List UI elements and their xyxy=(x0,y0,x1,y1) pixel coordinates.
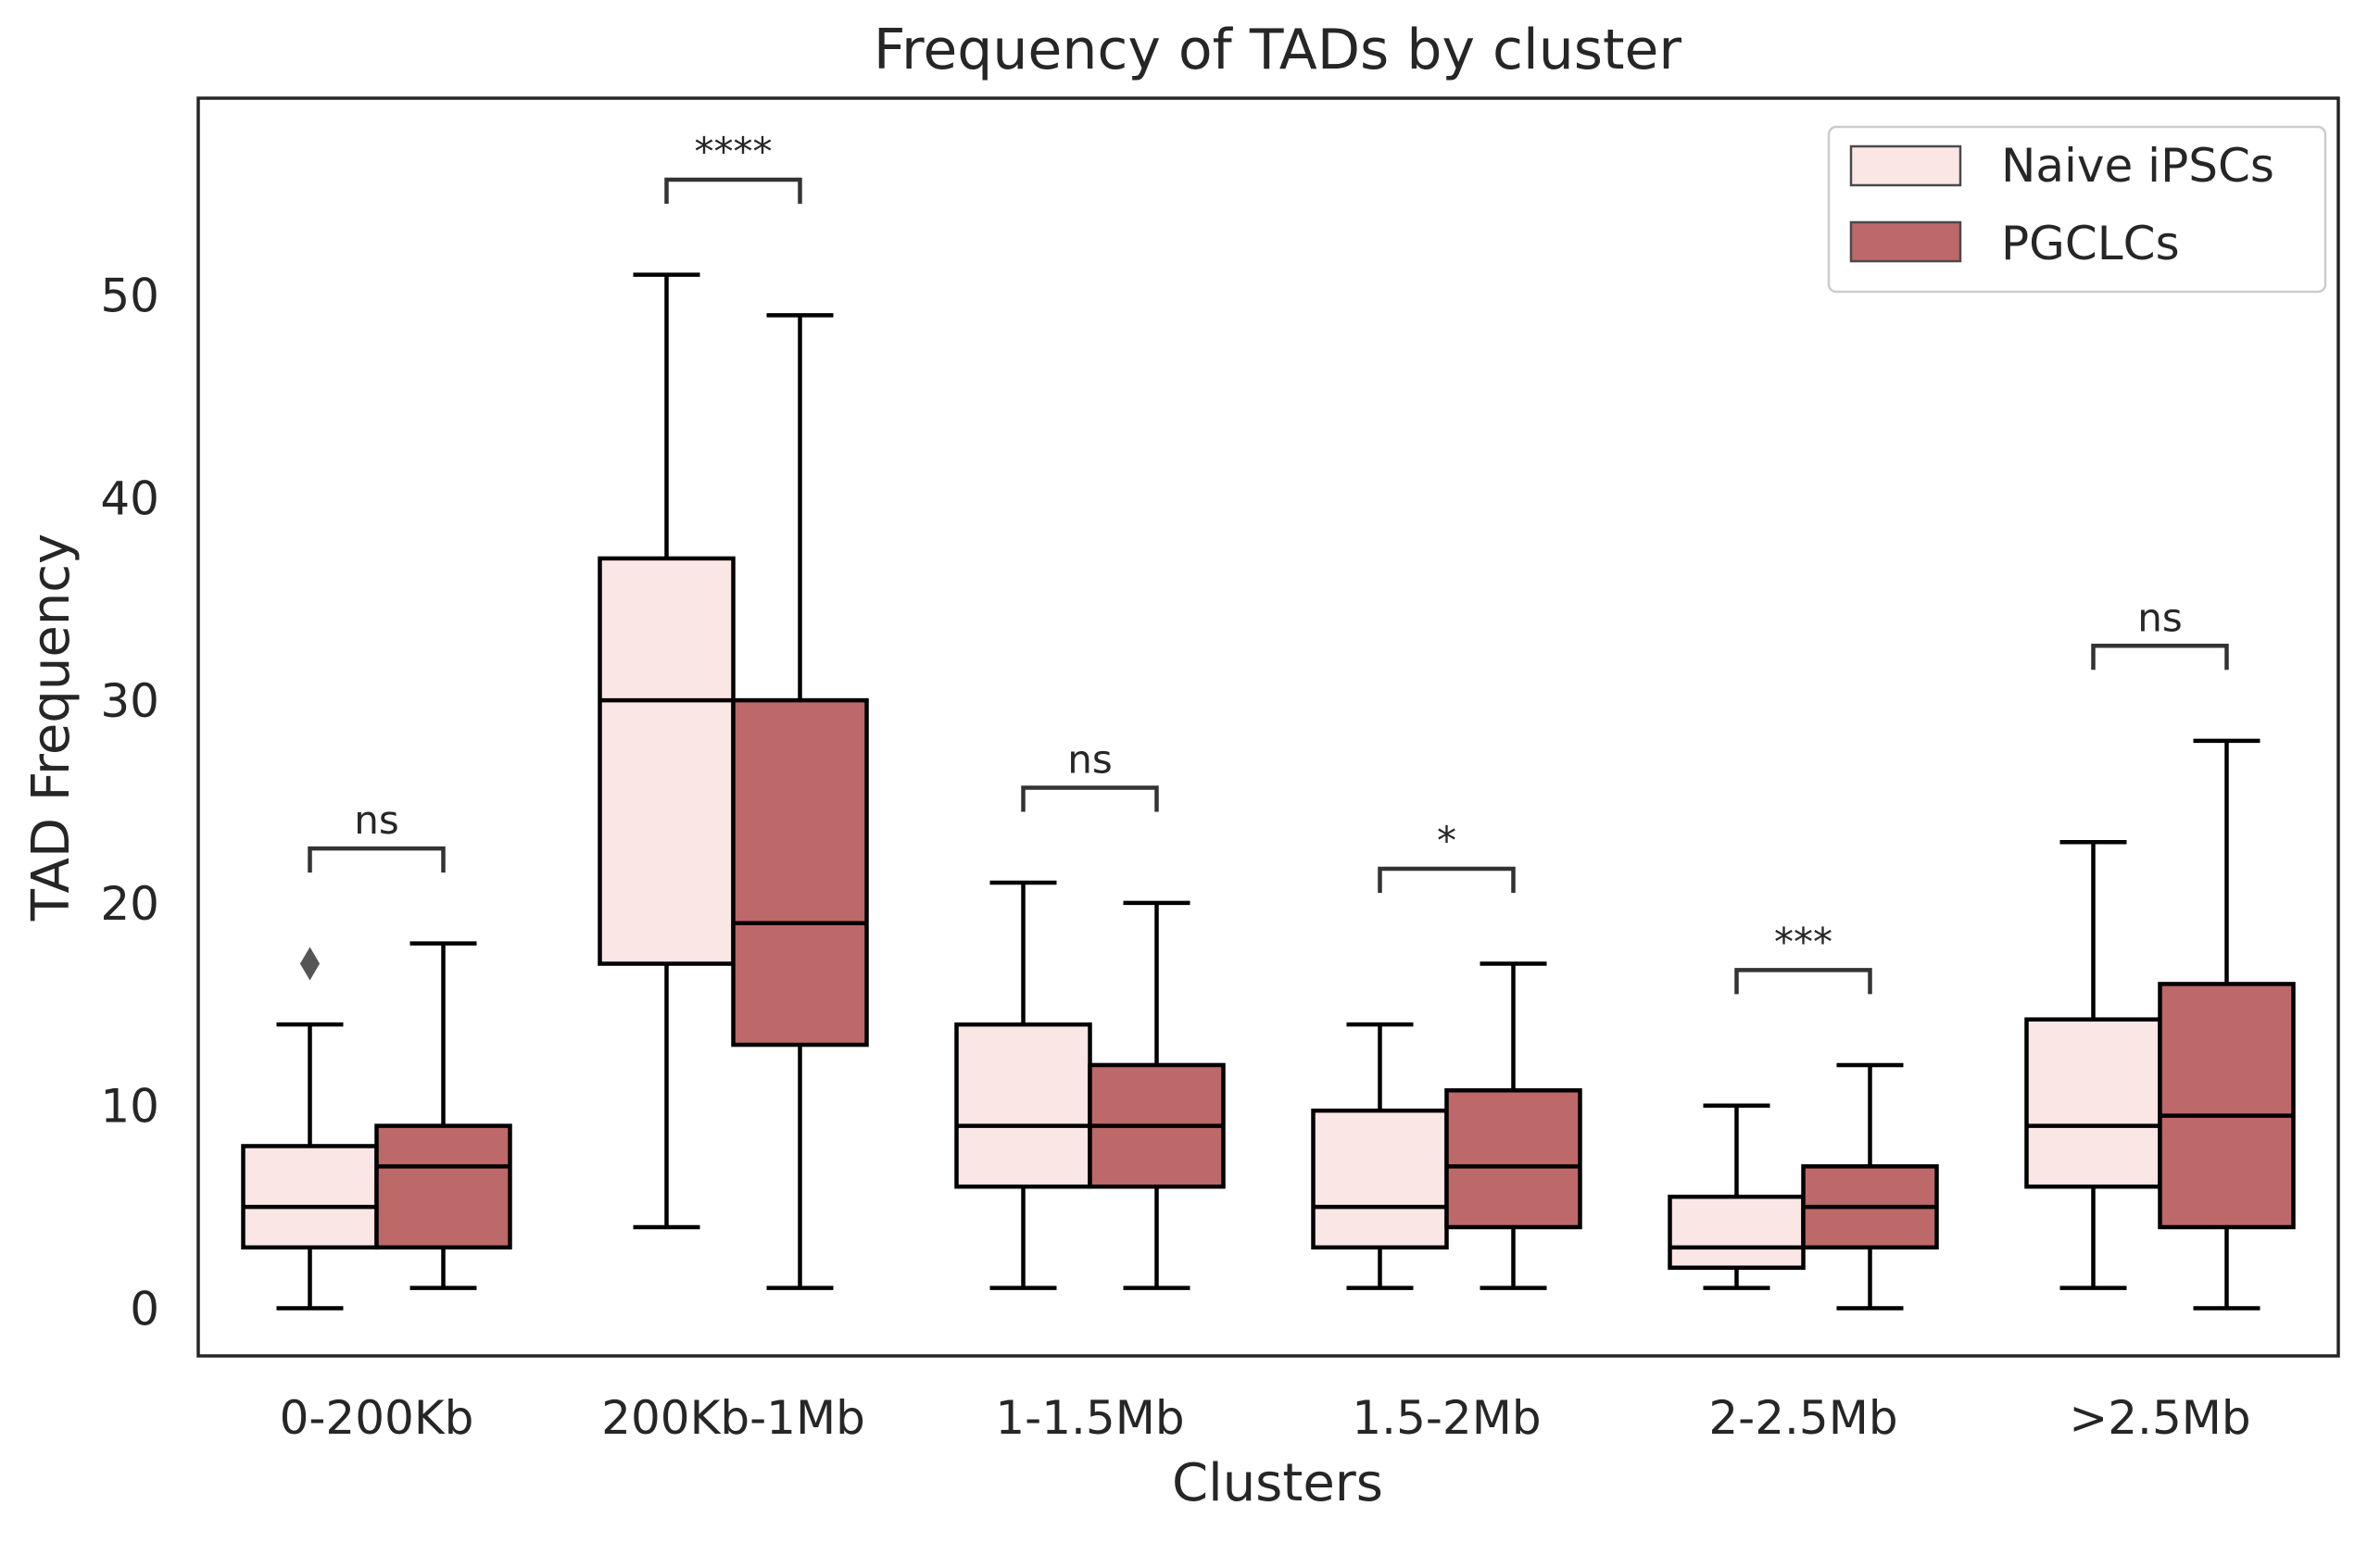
legend-label-pgclcs: PGCLCs xyxy=(2001,217,2180,270)
significance-label: ns xyxy=(354,797,399,843)
x-tick-label: 200Kb-1Mb xyxy=(601,1391,865,1445)
chart-title: Frequency of TADs by cluster xyxy=(874,18,1682,82)
box-group xyxy=(954,880,1092,1290)
significance-bracket: * xyxy=(1378,818,1516,893)
x-axis-label: Clusters xyxy=(1172,1453,1383,1513)
x-tick-label: >2.5Mb xyxy=(2069,1391,2250,1445)
y-axis-ticks: 0 10 20 30 40 50 xyxy=(100,270,159,1336)
x-tick-label: 1-1.5Mb xyxy=(995,1391,1184,1445)
legend-swatch-pgclcs xyxy=(1849,220,1962,263)
significance-annotations: ns****ns****ns xyxy=(308,129,2229,995)
y-tick-label: 40 xyxy=(100,471,159,525)
box xyxy=(374,1123,512,1250)
outlier-point xyxy=(299,947,321,981)
legend-swatch-naive-ipscs xyxy=(1849,144,1962,187)
box-group xyxy=(1088,900,1226,1290)
box-group xyxy=(731,313,869,1290)
box xyxy=(1311,1108,1449,1250)
significance-label: **** xyxy=(695,129,773,174)
box xyxy=(954,1022,1092,1189)
y-tick-label: 30 xyxy=(100,674,159,728)
y-tick-label: 20 xyxy=(100,877,159,931)
box-group xyxy=(1444,961,1582,1290)
significance-bracket: **** xyxy=(664,129,802,205)
significance-bracket: ns xyxy=(308,797,446,873)
significance-label: ns xyxy=(2137,595,2183,640)
y-tick-label: 50 xyxy=(100,270,159,323)
x-axis-ticks: 0-200Kb 200Kb-1Mb 1-1.5Mb 1.5-2Mb 2-2.5Mb >2.… xyxy=(280,1391,2251,1445)
box-group xyxy=(241,947,379,1311)
box xyxy=(1444,1088,1582,1230)
box-group xyxy=(598,272,736,1230)
bracket-line xyxy=(664,177,802,205)
bracket-line xyxy=(2091,644,2229,671)
box xyxy=(2158,982,2296,1230)
box-group xyxy=(1801,1062,1939,1311)
box xyxy=(1668,1194,1806,1270)
box-group xyxy=(1668,1103,1806,1290)
box-group xyxy=(374,941,512,1290)
box-group xyxy=(2158,738,2296,1311)
box xyxy=(598,556,736,966)
plot-area-frame xyxy=(196,96,2340,1358)
legend: Naive iPSCs PGCLCs xyxy=(1827,125,2327,294)
significance-label: *** xyxy=(1774,919,1832,964)
x-tick-label: 1.5-2Mb xyxy=(1352,1391,1541,1445)
box xyxy=(2024,1017,2162,1189)
significance-label: ns xyxy=(1067,736,1113,782)
legend-label-naive-ipscs: Naive iPSCs xyxy=(2001,139,2274,193)
box-plot-groups xyxy=(241,272,2296,1311)
x-tick-label: 2-2.5Mb xyxy=(1708,1391,1897,1445)
significance-label: * xyxy=(1437,818,1456,863)
bracket-line xyxy=(1378,866,1516,893)
bracket-line xyxy=(1021,785,1159,812)
significance-bracket: ns xyxy=(1021,736,1159,812)
box xyxy=(241,1144,379,1250)
significance-bracket: ns xyxy=(2091,595,2229,671)
box-group xyxy=(1311,1022,1449,1290)
y-tick-label: 0 xyxy=(130,1283,159,1336)
x-tick-label: 0-200Kb xyxy=(280,1391,474,1445)
box-group xyxy=(2024,840,2162,1290)
bracket-line xyxy=(308,846,446,873)
significance-bracket: *** xyxy=(1734,919,1872,995)
bracket-line xyxy=(1734,968,1872,995)
box xyxy=(731,697,869,1047)
y-axis-label: TAD Frequency xyxy=(21,533,82,922)
y-tick-label: 10 xyxy=(100,1080,159,1134)
